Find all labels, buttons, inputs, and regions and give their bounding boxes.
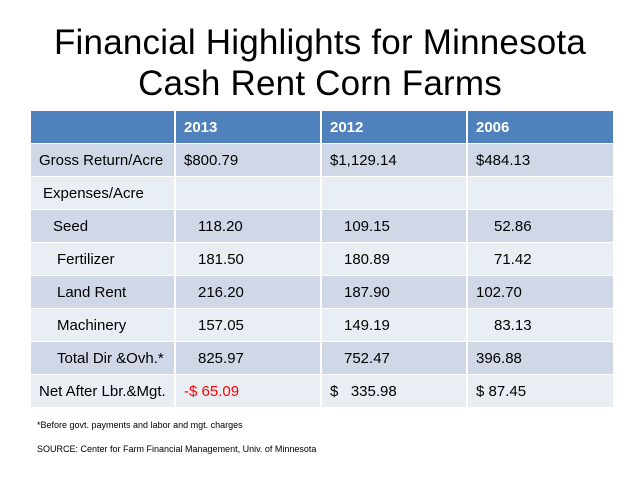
footnote: *Before govt. payments and labor and mgt… (37, 420, 243, 430)
row-label: Net After Lbr.&Mgt. (31, 374, 176, 407)
cell-2013: -$ 65.09 (175, 374, 322, 407)
cell-2006: $ 87.45 (467, 374, 613, 407)
header-2012: 2012 (321, 111, 468, 144)
cell-2006 (467, 176, 613, 210)
page-title: Financial Highlights for Minnesota Cash … (0, 22, 640, 104)
header-label (31, 111, 176, 144)
title-line-2: Cash Rent Corn Farms (138, 64, 502, 103)
cell-2006: 52.86 (467, 209, 613, 243)
row-label: Gross Return/Acre (31, 143, 176, 177)
cell-2012: 109.15 (321, 209, 468, 243)
header-2006: 2006 (467, 111, 613, 144)
cell-2013: $800.79 (175, 143, 322, 177)
row-label: Total Dir &Ovh.* (31, 341, 176, 375)
row-label: Expenses/Acre (31, 176, 176, 210)
cell-2012: 187.90 (321, 275, 468, 309)
header-2013: 2013 (175, 111, 322, 144)
cell-2006: $484.13 (467, 143, 613, 177)
cell-2012: $ 335.98 (321, 374, 468, 407)
row-label: Seed (31, 209, 176, 243)
cell-2013: 118.20 (175, 209, 322, 243)
cell-2013: 216.20 (175, 275, 322, 309)
table-row: Gross Return/Acre $800.79 $1,129.14 $484… (31, 143, 613, 177)
row-label: Fertilizer (31, 242, 176, 276)
cell-2006: 71.42 (467, 242, 613, 276)
cell-2006: 102.70 (467, 275, 613, 309)
table-row: Machinery 157.05 149.19 83.13 (31, 308, 613, 342)
cell-2006: 83.13 (467, 308, 613, 342)
table-row: Total Dir &Ovh.* 825.97 752.47 396.88 (31, 341, 613, 375)
table-header-row: 2013 2012 2006 (31, 111, 613, 144)
table-row: Seed 118.20 109.15 52.86 (31, 209, 613, 243)
cell-2006: 396.88 (467, 341, 613, 375)
cell-2013: 825.97 (175, 341, 322, 375)
cell-2013: 157.05 (175, 308, 322, 342)
row-label: Land Rent (31, 275, 176, 309)
cell-2012: 752.47 (321, 341, 468, 375)
source-note: SOURCE: Center for Farm Financial Manage… (37, 444, 317, 454)
cell-2013 (175, 176, 322, 210)
cell-2012: 149.19 (321, 308, 468, 342)
table-row: Net After Lbr.&Mgt. -$ 65.09 $ 335.98 $ … (31, 374, 613, 407)
cell-2013: 181.50 (175, 242, 322, 276)
title-line-1: Financial Highlights for Minnesota (53, 23, 587, 62)
cell-2012 (321, 176, 468, 210)
financial-table: 2013 2012 2006 Gross Return/Acre $800.79… (31, 111, 613, 407)
row-label: Machinery (31, 308, 176, 342)
table-row: Fertilizer 181.50 180.89 71.42 (31, 242, 613, 276)
table-row: Land Rent 216.20 187.90 102.70 (31, 275, 613, 309)
table-row: Expenses/Acre (31, 176, 613, 210)
cell-2012: 180.89 (321, 242, 468, 276)
cell-2012: $1,129.14 (321, 143, 468, 177)
